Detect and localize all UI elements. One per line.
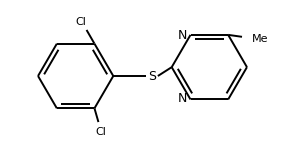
Text: N: N (178, 92, 187, 105)
Text: N: N (178, 29, 187, 42)
Text: Cl: Cl (95, 127, 106, 137)
Text: Cl: Cl (75, 17, 86, 27)
Text: S: S (148, 69, 156, 83)
Text: Me: Me (252, 34, 268, 44)
